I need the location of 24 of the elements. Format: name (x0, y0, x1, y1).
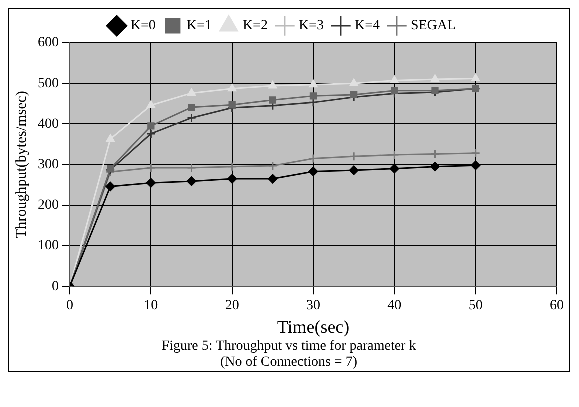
legend-label: SEGAL (410, 18, 456, 34)
legend-label: K=0 (130, 18, 156, 34)
x-axis-title: Time(sec) (277, 316, 350, 337)
x-tick-label: 60 (550, 298, 564, 314)
y-axis-title: Throughput(bytes/msec) (14, 91, 30, 239)
legend-label: K=3 (298, 18, 324, 34)
x-tick-label: 0 (66, 298, 74, 314)
caption: Figure 5: Throughput vs time for parameter k (160, 339, 418, 355)
x-tick-label: 10 (144, 298, 158, 314)
text: (No of Connections = 7) (220, 355, 358, 371)
y-tick-label: 400 (38, 116, 59, 132)
x-tick-label: 40 (388, 298, 402, 314)
x-tick-label: 30 (306, 298, 320, 314)
legend-label: K=2 (242, 18, 268, 34)
y-tick-label: 100 (38, 238, 59, 254)
legend-label: K=4 (354, 18, 380, 34)
y-tick-label: 300 (38, 157, 59, 172)
legend-label: K=1 (186, 18, 212, 34)
y-tick-label: 500 (38, 76, 59, 92)
x-tick-label: 50 (468, 298, 483, 314)
y-tick-label: 200 (38, 198, 59, 214)
y-tick-label: 600 (38, 36, 59, 51)
y-tick-label: 0 (52, 279, 59, 294)
x-tick-label: 20 (225, 298, 240, 314)
